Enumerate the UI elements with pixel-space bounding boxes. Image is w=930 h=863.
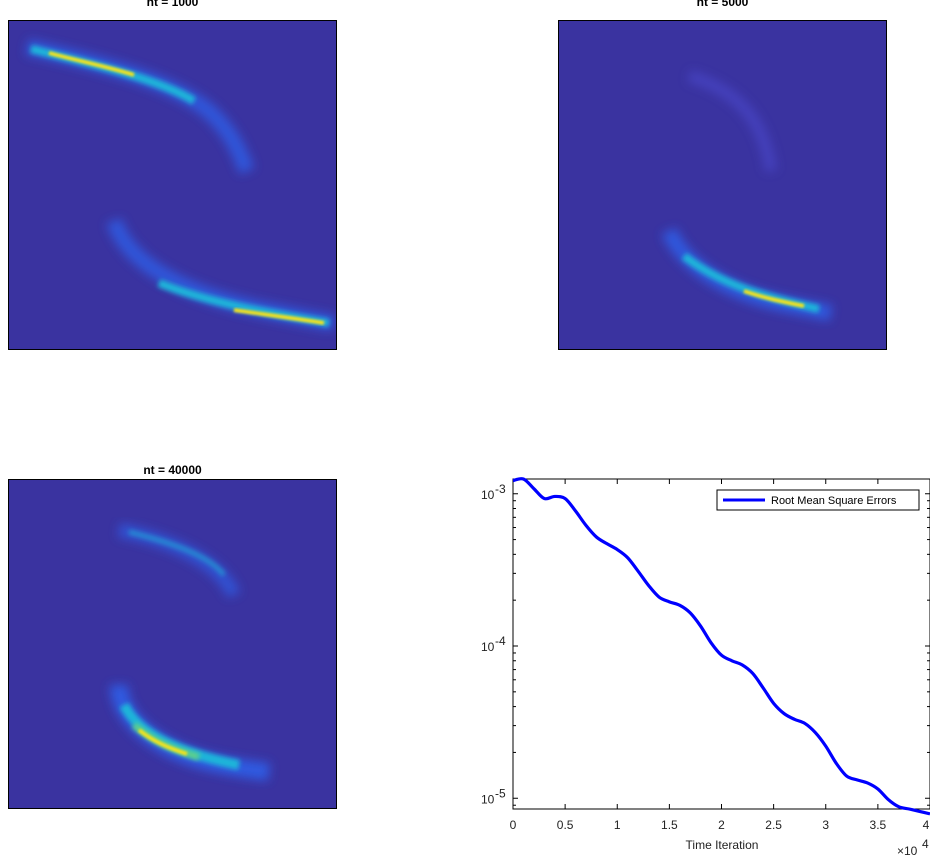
plot-area [512, 478, 930, 810]
x-tick-label: 0 [510, 818, 517, 832]
x-multiplier-exp: 4 [922, 837, 929, 851]
heatmap-title: nt = 40000 [143, 463, 202, 477]
x-tick-label: 1 [614, 818, 621, 832]
y-tick-label-exponent: -5 [495, 786, 506, 800]
density-band-lower [106, 218, 336, 331]
legend-label: Root Mean Square Errors [771, 495, 897, 507]
y-tick-label-base: 10 [481, 488, 495, 502]
legend: Root Mean Square Errors [716, 489, 920, 511]
x-multiplier-base: ×10 [897, 844, 918, 858]
density-band-faint [687, 70, 777, 172]
series-line-rmse [512, 477, 930, 816]
density-band-lower [661, 227, 833, 321]
x-tick-label: 2.5 [765, 818, 782, 832]
legend-box [716, 489, 920, 511]
x-multiplier: ×10 4 [897, 837, 929, 858]
heatmap-plot [558, 20, 887, 350]
heatmap-title: nt = 1000 [146, 0, 199, 9]
x-tick-label: 4 [923, 818, 930, 832]
density-band-upper [25, 39, 255, 174]
y-tick-label-exponent: -3 [495, 482, 506, 496]
heatmap-title: nt = 5000 [696, 0, 749, 9]
y-tick-label-exponent: -4 [495, 634, 506, 648]
density-band-upper [117, 523, 241, 599]
heatmap-plot [8, 479, 337, 809]
y-tick-label-base: 10 [481, 640, 495, 654]
y-axis-ticks: 10-510-410-3 [481, 482, 930, 806]
x-axis-label: Time Iteration [686, 838, 759, 852]
heatmap-plot [8, 20, 337, 350]
x-tick-label: 2 [718, 818, 725, 832]
x-tick-label: 3.5 [870, 818, 887, 832]
x-axis-ticks: 0 0.5 1 1.5 2 2.5 3 3.5 4 [510, 479, 930, 832]
x-tick-label: 1.5 [661, 818, 678, 832]
density-band-lower [110, 684, 271, 781]
x-tick-label: 3 [822, 818, 829, 832]
x-tick-label: 0.5 [557, 818, 574, 832]
y-tick-label-base: 10 [481, 792, 495, 806]
